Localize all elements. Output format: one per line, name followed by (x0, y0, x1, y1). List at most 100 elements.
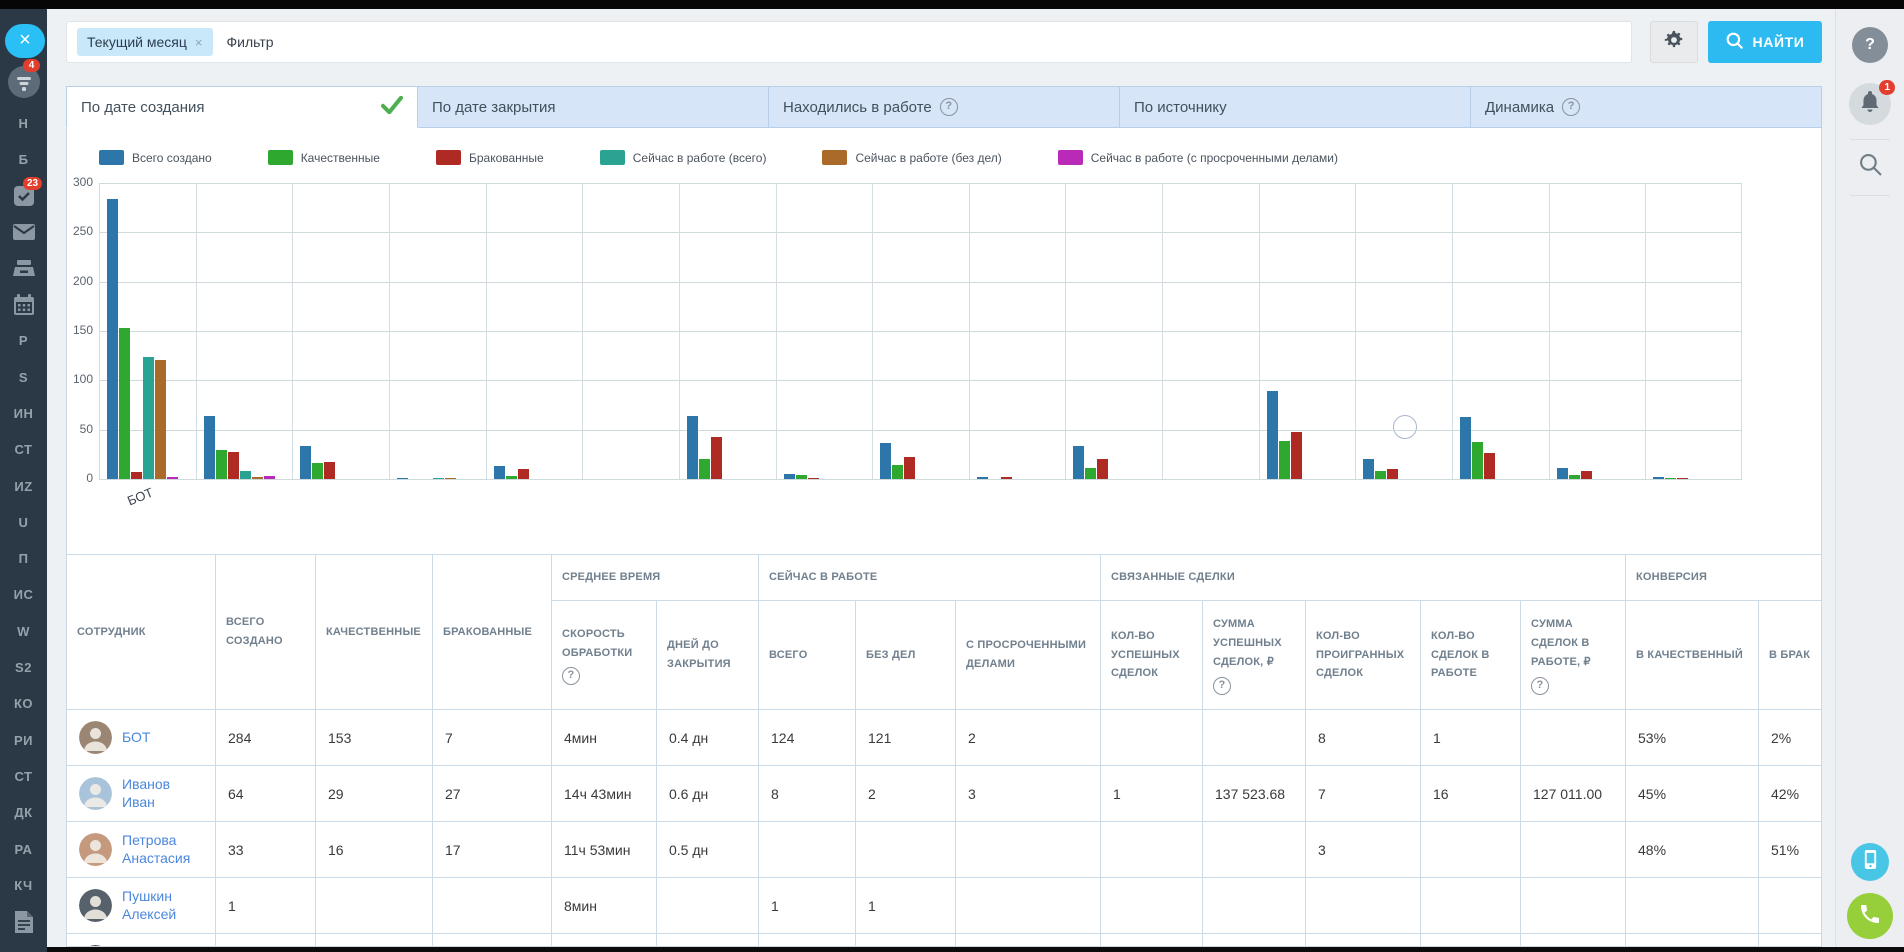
sidebar-item-ДК[interactable]: ДК (0, 797, 47, 829)
stat-cell[interactable]: 1 (758, 877, 857, 934)
help-icon[interactable]: ? (562, 667, 580, 686)
x-gridline (99, 183, 100, 479)
close-menu-button[interactable]: × (5, 24, 45, 58)
employee-name-link[interactable]: Пушкин Алексей (122, 888, 177, 922)
sidebar-item-РИ[interactable]: РИ (0, 724, 47, 756)
stat-cell[interactable]: 16 (315, 821, 433, 878)
sidebar-item-ИС[interactable]: ИС (0, 579, 47, 611)
stat-cell[interactable]: 1 (1420, 709, 1522, 766)
x-gridline (1259, 183, 1260, 479)
x-gridline (969, 183, 970, 479)
sidebar-item-СТ[interactable]: СТ (0, 434, 47, 466)
stat-cell: 51% (1758, 821, 1821, 878)
search-button-label: НАЙТИ (1752, 34, 1805, 50)
chart-bar (1677, 478, 1689, 479)
stat-cell[interactable]: 16 (1420, 765, 1522, 822)
stat-cell[interactable]: 29 (315, 765, 433, 822)
sidebar-item-label: КЧ (14, 877, 33, 893)
stat-cell (1305, 933, 1422, 946)
sidebar-item-КО[interactable]: КО (0, 688, 47, 720)
chart-bar (396, 478, 408, 479)
column-header: СЕЙЧАС В РАБОТЕ (758, 554, 1102, 601)
sidebar-item-ИZ[interactable]: ИZ (0, 470, 47, 502)
employee-cell: Пушкин Алексей (67, 877, 216, 934)
mobile-app-button[interactable] (1851, 843, 1889, 881)
stat-cell[interactable]: 121 (855, 709, 957, 766)
tab-dynamics[interactable]: Динамика ? (1471, 86, 1822, 128)
help-icon[interactable]: ? (1531, 676, 1550, 695)
help-icon[interactable]: ? (1562, 98, 1581, 116)
right-rail: ? 1 (1835, 9, 1904, 947)
legend-label: Сейчас в работе (с просроченными делами) (1090, 150, 1338, 165)
help-icon[interactable]: ? (1213, 676, 1232, 695)
stat-cell[interactable]: 1 (855, 877, 957, 934)
tab-were-in-work[interactable]: Находились в работе ? (769, 86, 1120, 128)
document-icon[interactable] (0, 906, 47, 938)
tab-label: Находились в работе (783, 98, 932, 116)
y-tick-label: 250 (72, 224, 93, 239)
sidebar-item-ИН[interactable]: ИН (0, 397, 47, 429)
sidebar-item-КЧ[interactable]: КЧ (0, 869, 47, 901)
filter-bar[interactable]: Текущий месяц × Фильтр (66, 21, 1632, 63)
stat-cell[interactable]: 7 (1305, 765, 1422, 822)
sidebar-item-П[interactable]: П (0, 543, 47, 575)
stat-cell[interactable]: 3 (1305, 821, 1422, 878)
employee-name-link[interactable]: Петрова Анастасия (122, 832, 191, 866)
stat-cell[interactable]: 64 (215, 765, 316, 822)
cashbox-icon[interactable] (0, 252, 47, 284)
sidebar-item-label: Р (18, 333, 29, 349)
help-icon[interactable]: ? (939, 98, 958, 116)
stat-cell (1202, 821, 1307, 878)
stat-cell[interactable]: 8 (1305, 709, 1422, 766)
sidebar-item-U[interactable]: U (0, 506, 47, 538)
call-button[interactable] (1847, 893, 1893, 939)
sidebar-item-S2[interactable]: S2 (0, 652, 47, 684)
calendar-icon[interactable] (0, 289, 47, 321)
stat-cell[interactable]: 8 (758, 765, 857, 822)
tab-by-close-date[interactable]: По дате закрытия (418, 86, 769, 128)
stat-cell[interactable]: 27 (432, 765, 552, 822)
filter-input[interactable]: Фильтр (226, 34, 274, 50)
stat-cell[interactable]: 33 (215, 821, 316, 878)
sidebar-item-СТ[interactable]: СТ (0, 760, 47, 792)
stat-cell[interactable]: 17 (432, 821, 552, 878)
x-gridline (679, 183, 680, 479)
filter-tag[interactable]: Текущий месяц × (77, 28, 213, 56)
sidebar-item-S[interactable]: S (0, 361, 47, 393)
stat-cell[interactable]: 2 (955, 709, 1102, 766)
mail-icon[interactable] (0, 216, 47, 248)
search-button[interactable]: НАЙТИ (1708, 21, 1822, 63)
stat-cell (315, 877, 433, 934)
stat-cell[interactable]: 3 (955, 765, 1102, 822)
table-row: Матюшина (67, 933, 1821, 946)
stat-cell[interactable]: 153 (315, 709, 433, 766)
chart-bar (1387, 469, 1399, 479)
filter-settings-button[interactable] (1650, 21, 1698, 63)
tag-close-icon[interactable]: × (194, 34, 203, 50)
notifications-button[interactable]: 1 (1849, 80, 1895, 125)
tab-by-creation-date[interactable]: По дате создания (66, 86, 418, 128)
sidebar-item-РА[interactable]: РА (0, 833, 47, 865)
tasks-checkbox-icon[interactable]: 23 (0, 176, 47, 212)
chart-bar (698, 459, 710, 479)
filter-funnel-icon[interactable]: 4 (0, 59, 47, 102)
tab-by-source[interactable]: По источнику (1120, 86, 1471, 128)
rail-search-button[interactable] (1859, 153, 1882, 181)
help-button[interactable]: ? (1852, 27, 1888, 63)
employee-name-link[interactable]: БОТ (122, 728, 151, 745)
sidebar-item-Р[interactable]: Р (0, 325, 47, 357)
stat-cell[interactable]: 124 (758, 709, 857, 766)
sidebar-item-W[interactable]: W (0, 615, 47, 647)
stat-cell[interactable]: 7 (432, 709, 552, 766)
employee-name-link[interactable]: Иванов Иван (122, 776, 171, 810)
stat-cell[interactable]: 1 (215, 877, 316, 934)
x-gridline (1741, 183, 1742, 479)
avatar-image (79, 833, 112, 866)
sidebar-item-Н[interactable]: Н (0, 107, 47, 139)
stat-cell[interactable]: 2 (855, 765, 957, 822)
chart-bar (710, 437, 722, 479)
stat-cell[interactable]: 284 (215, 709, 316, 766)
stat-cell[interactable]: 1 (1100, 765, 1204, 822)
table-row: БОТ 284 153 7 4мин 0.4 дн 124 121 2 8 1 53% 2% (67, 709, 1821, 766)
sidebar-item-Б[interactable]: Б (0, 143, 47, 175)
